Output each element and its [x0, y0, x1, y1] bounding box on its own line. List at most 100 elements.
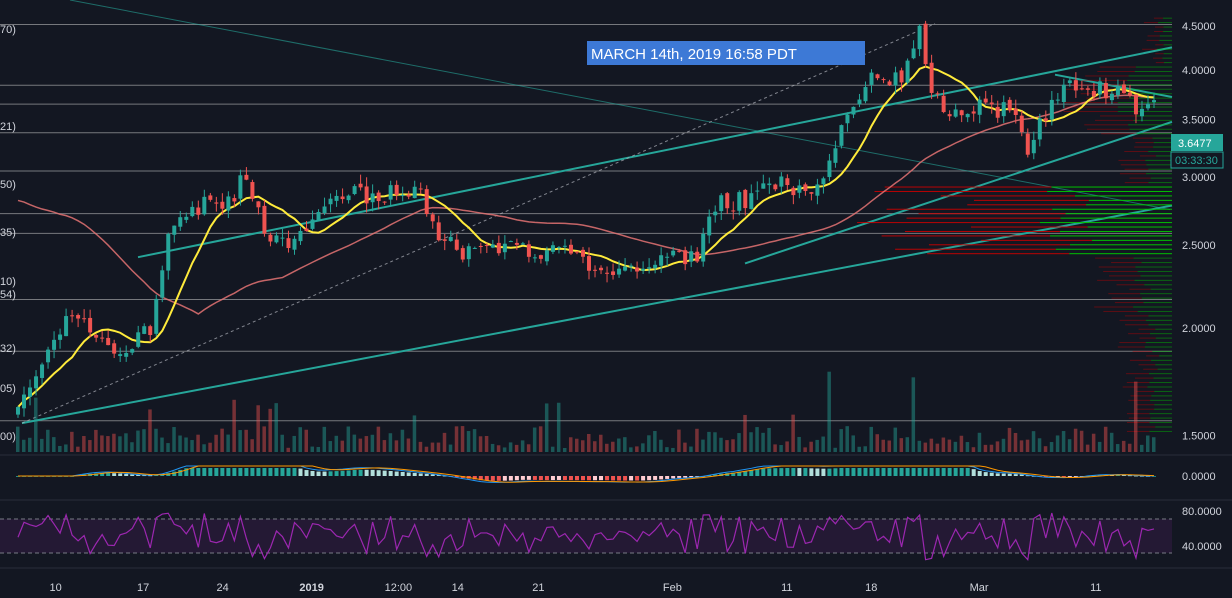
candle-body — [1025, 133, 1030, 155]
volume-profile-down-bar — [1063, 102, 1118, 104]
oscillator-histogram-bar — [550, 476, 555, 481]
volume-profile-up-bar — [1051, 186, 1172, 188]
trendlines — [21, 0, 1173, 425]
candle-body — [1103, 83, 1108, 99]
volume-profile-down-bar — [1134, 377, 1154, 379]
volume-bar — [899, 438, 904, 452]
volume-bar — [28, 437, 32, 452]
candle-body — [202, 196, 207, 215]
volume-bar — [863, 446, 867, 452]
candle-body — [406, 194, 411, 197]
candle-body — [454, 239, 459, 250]
volume-bar — [749, 432, 753, 452]
candle-body — [767, 183, 772, 186]
candle-body — [737, 192, 742, 211]
candle-body — [917, 25, 922, 50]
volume-profile-up-bar — [1141, 297, 1172, 299]
volume-bar — [809, 441, 813, 452]
candle-body — [100, 337, 105, 339]
volume-bar — [935, 443, 940, 452]
oscillator-histogram-bar — [316, 471, 321, 476]
oscillator-histogram-bar — [599, 476, 604, 481]
volume-bar — [839, 429, 843, 452]
candle-body — [1019, 115, 1024, 133]
oscillator-histogram-bar — [683, 476, 688, 478]
volume-bar — [929, 438, 934, 452]
volume-bar — [773, 444, 777, 452]
oscillator-histogram-bar — [635, 476, 640, 481]
volume-profile-up-bar — [1148, 315, 1172, 317]
candle-body — [779, 176, 784, 187]
oscillator-histogram-bar — [508, 476, 513, 481]
candle-body — [1031, 139, 1036, 154]
oscillator-histogram-bar — [118, 473, 123, 476]
oscillator-histogram-bar — [1019, 474, 1024, 476]
candle-body — [701, 233, 706, 262]
left-level-label: 50) — [0, 179, 16, 191]
volume-profile-down-bar — [895, 248, 1056, 250]
volume-profile-down-bar — [1119, 319, 1146, 321]
candle-body — [550, 245, 555, 252]
time-axis-tick: Feb — [663, 582, 682, 594]
volume-profile-down-bar — [1082, 79, 1128, 81]
oscillator-histogram-bar — [995, 473, 1000, 476]
oscillator-histogram-bar — [334, 471, 339, 476]
candle-body — [436, 222, 441, 241]
volume-bar — [424, 446, 429, 452]
oscillator-histogram-bar — [587, 476, 592, 481]
oscillator-histogram-bar — [172, 471, 177, 476]
oscillator-histogram-bar — [292, 468, 297, 476]
candle-body — [448, 236, 453, 242]
time-axis-tick: 17 — [137, 582, 149, 594]
candle-body — [623, 266, 628, 271]
oscillator-histogram-bar — [304, 470, 309, 476]
volume-profile-down-bar — [1094, 119, 1134, 121]
oscillator-histogram-bar — [977, 471, 982, 476]
oscillator-histogram-bar — [653, 476, 658, 480]
volume-profile-up-bar — [1155, 426, 1172, 428]
volume-bar — [148, 409, 152, 452]
volume-profile-down-bar — [1095, 257, 1134, 259]
oscillator-histogram-bar — [827, 468, 832, 476]
candle-body — [803, 184, 808, 192]
candle-body — [160, 270, 165, 298]
volume-profile-up-bar — [1150, 333, 1172, 335]
candle-body — [1043, 118, 1048, 121]
oscillator-histogram-bar — [923, 468, 928, 476]
candle-body — [1115, 86, 1120, 96]
candle-body — [1013, 108, 1018, 116]
oscillator-histogram-bar — [502, 476, 507, 481]
time-axis[interactable]: 10 17 24 2019 12:00 14 21 Feb 11 18 Mar 11 — [49, 582, 1101, 594]
oscillator-histogram-bar — [490, 476, 495, 481]
candle-body — [28, 387, 33, 397]
oscillator-histogram-bar — [310, 470, 315, 476]
oscillator-histogram-bar — [623, 476, 628, 481]
candle-body — [611, 271, 616, 275]
volume-profile-down-bar — [1114, 302, 1144, 304]
rsi-pane — [0, 512, 1172, 561]
candle-body — [316, 211, 321, 221]
volume-bar — [328, 441, 333, 452]
candle-body — [947, 114, 952, 117]
candle-body — [502, 243, 507, 253]
candle-body — [184, 216, 189, 220]
oscillator-histogram-bar — [436, 475, 441, 476]
candle-body — [761, 183, 766, 189]
date-banner: MARCH 14th, 2019 16:58 PDT — [587, 41, 865, 65]
volume-bar — [953, 441, 958, 452]
volume-bar — [683, 442, 687, 452]
price-axis[interactable]: 4.5000 4.0000 3.5000 3.0000 2.5000 2.0000 1.50… — [1182, 21, 1222, 553]
volume-bar — [544, 403, 549, 452]
oscillator-histogram-bar — [244, 468, 249, 476]
volume-bar — [130, 442, 134, 452]
volume-bar — [472, 429, 477, 452]
volume-bar — [1061, 431, 1066, 452]
time-axis-tick: 21 — [532, 582, 544, 594]
volume-bar — [1007, 427, 1012, 452]
oscillator-histogram-bar — [322, 471, 327, 476]
candle-body — [725, 193, 730, 209]
volume-profile-up-bar — [1155, 155, 1172, 157]
candle-body — [683, 250, 688, 265]
oscillator-histogram-bar — [496, 476, 501, 481]
